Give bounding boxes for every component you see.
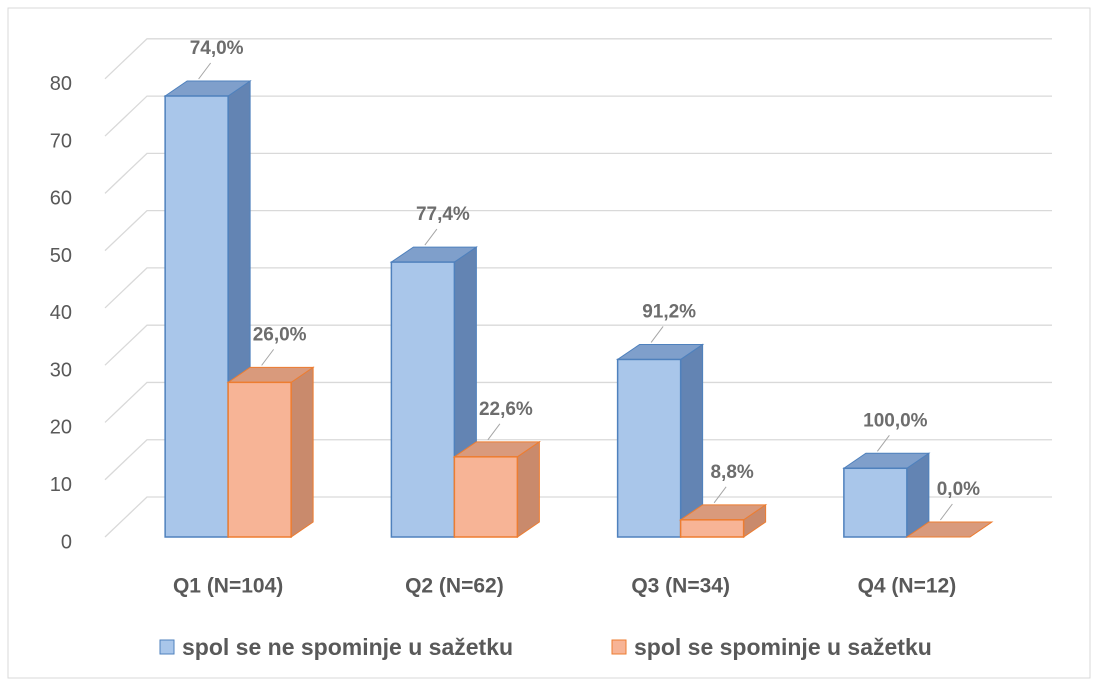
- bar-front: [390, 261, 456, 538]
- legend-label: spol se ne spominje u sažetku: [182, 634, 513, 660]
- y-tick-label: 70: [50, 130, 72, 152]
- data-label: 77,4%: [416, 204, 470, 225]
- bar: [616, 343, 705, 538]
- x-tick-label: Q2 (N=62): [405, 575, 504, 598]
- y-tick-label: 30: [50, 359, 72, 381]
- bar: [679, 503, 768, 538]
- grid-line: [104, 38, 1052, 80]
- x-tick-label: Q4 (N=12): [858, 575, 957, 598]
- data-label: 0,0%: [937, 479, 980, 500]
- label-leader: [939, 503, 953, 521]
- data-label: 22,6%: [479, 399, 533, 420]
- bar: [842, 452, 931, 538]
- label-leader: [650, 326, 664, 343]
- y-tick-label: 0: [61, 531, 72, 553]
- data-label: 91,2%: [642, 301, 696, 322]
- label-leader: [876, 434, 890, 452]
- label-leader: [261, 349, 275, 366]
- grid-line: [104, 267, 1052, 309]
- x-tick-label: Q3 (N=34): [631, 575, 730, 598]
- legend-swatch: [611, 639, 627, 655]
- bar-front: [616, 358, 682, 538]
- bar-front: [164, 95, 229, 538]
- y-tick-label: 40: [50, 302, 72, 324]
- grid-line: [104, 439, 1052, 481]
- grid-line: [104, 496, 1052, 538]
- data-label: 8,8%: [710, 462, 753, 483]
- y-tick-label: 80: [50, 73, 72, 95]
- grid-line: [104, 381, 1052, 423]
- grid-line: [104, 209, 1052, 252]
- bar-front: [679, 519, 745, 538]
- grid-line: [104, 324, 1052, 366]
- data-label: 74,0%: [190, 38, 244, 59]
- label-leader: [713, 486, 727, 504]
- bar: [226, 366, 315, 538]
- legend-label: spol se spominje u sažetku: [634, 634, 932, 660]
- label-leader: [424, 228, 438, 246]
- data-label: 100,0%: [863, 410, 928, 431]
- bar: [452, 440, 541, 538]
- y-tick-label: 10: [50, 474, 72, 496]
- data-label: 26,0%: [253, 324, 307, 345]
- x-tick-label: Q1 (N=104): [173, 575, 283, 598]
- y-tick-label: 50: [50, 245, 72, 267]
- bar-front: [227, 381, 292, 538]
- bar-front: [453, 456, 519, 538]
- legend-swatch: [159, 639, 175, 655]
- bar-side: [290, 366, 314, 538]
- bar-front: [843, 467, 908, 538]
- y-tick-label: 20: [50, 417, 72, 439]
- bar: [905, 521, 994, 538]
- bar-top: [905, 521, 994, 538]
- grid-line: [104, 152, 1052, 194]
- label-leader: [487, 423, 501, 441]
- bar-side: [516, 440, 540, 538]
- y-tick-label: 60: [50, 188, 72, 210]
- label-leader: [198, 62, 212, 80]
- grid-line: [104, 95, 1052, 137]
